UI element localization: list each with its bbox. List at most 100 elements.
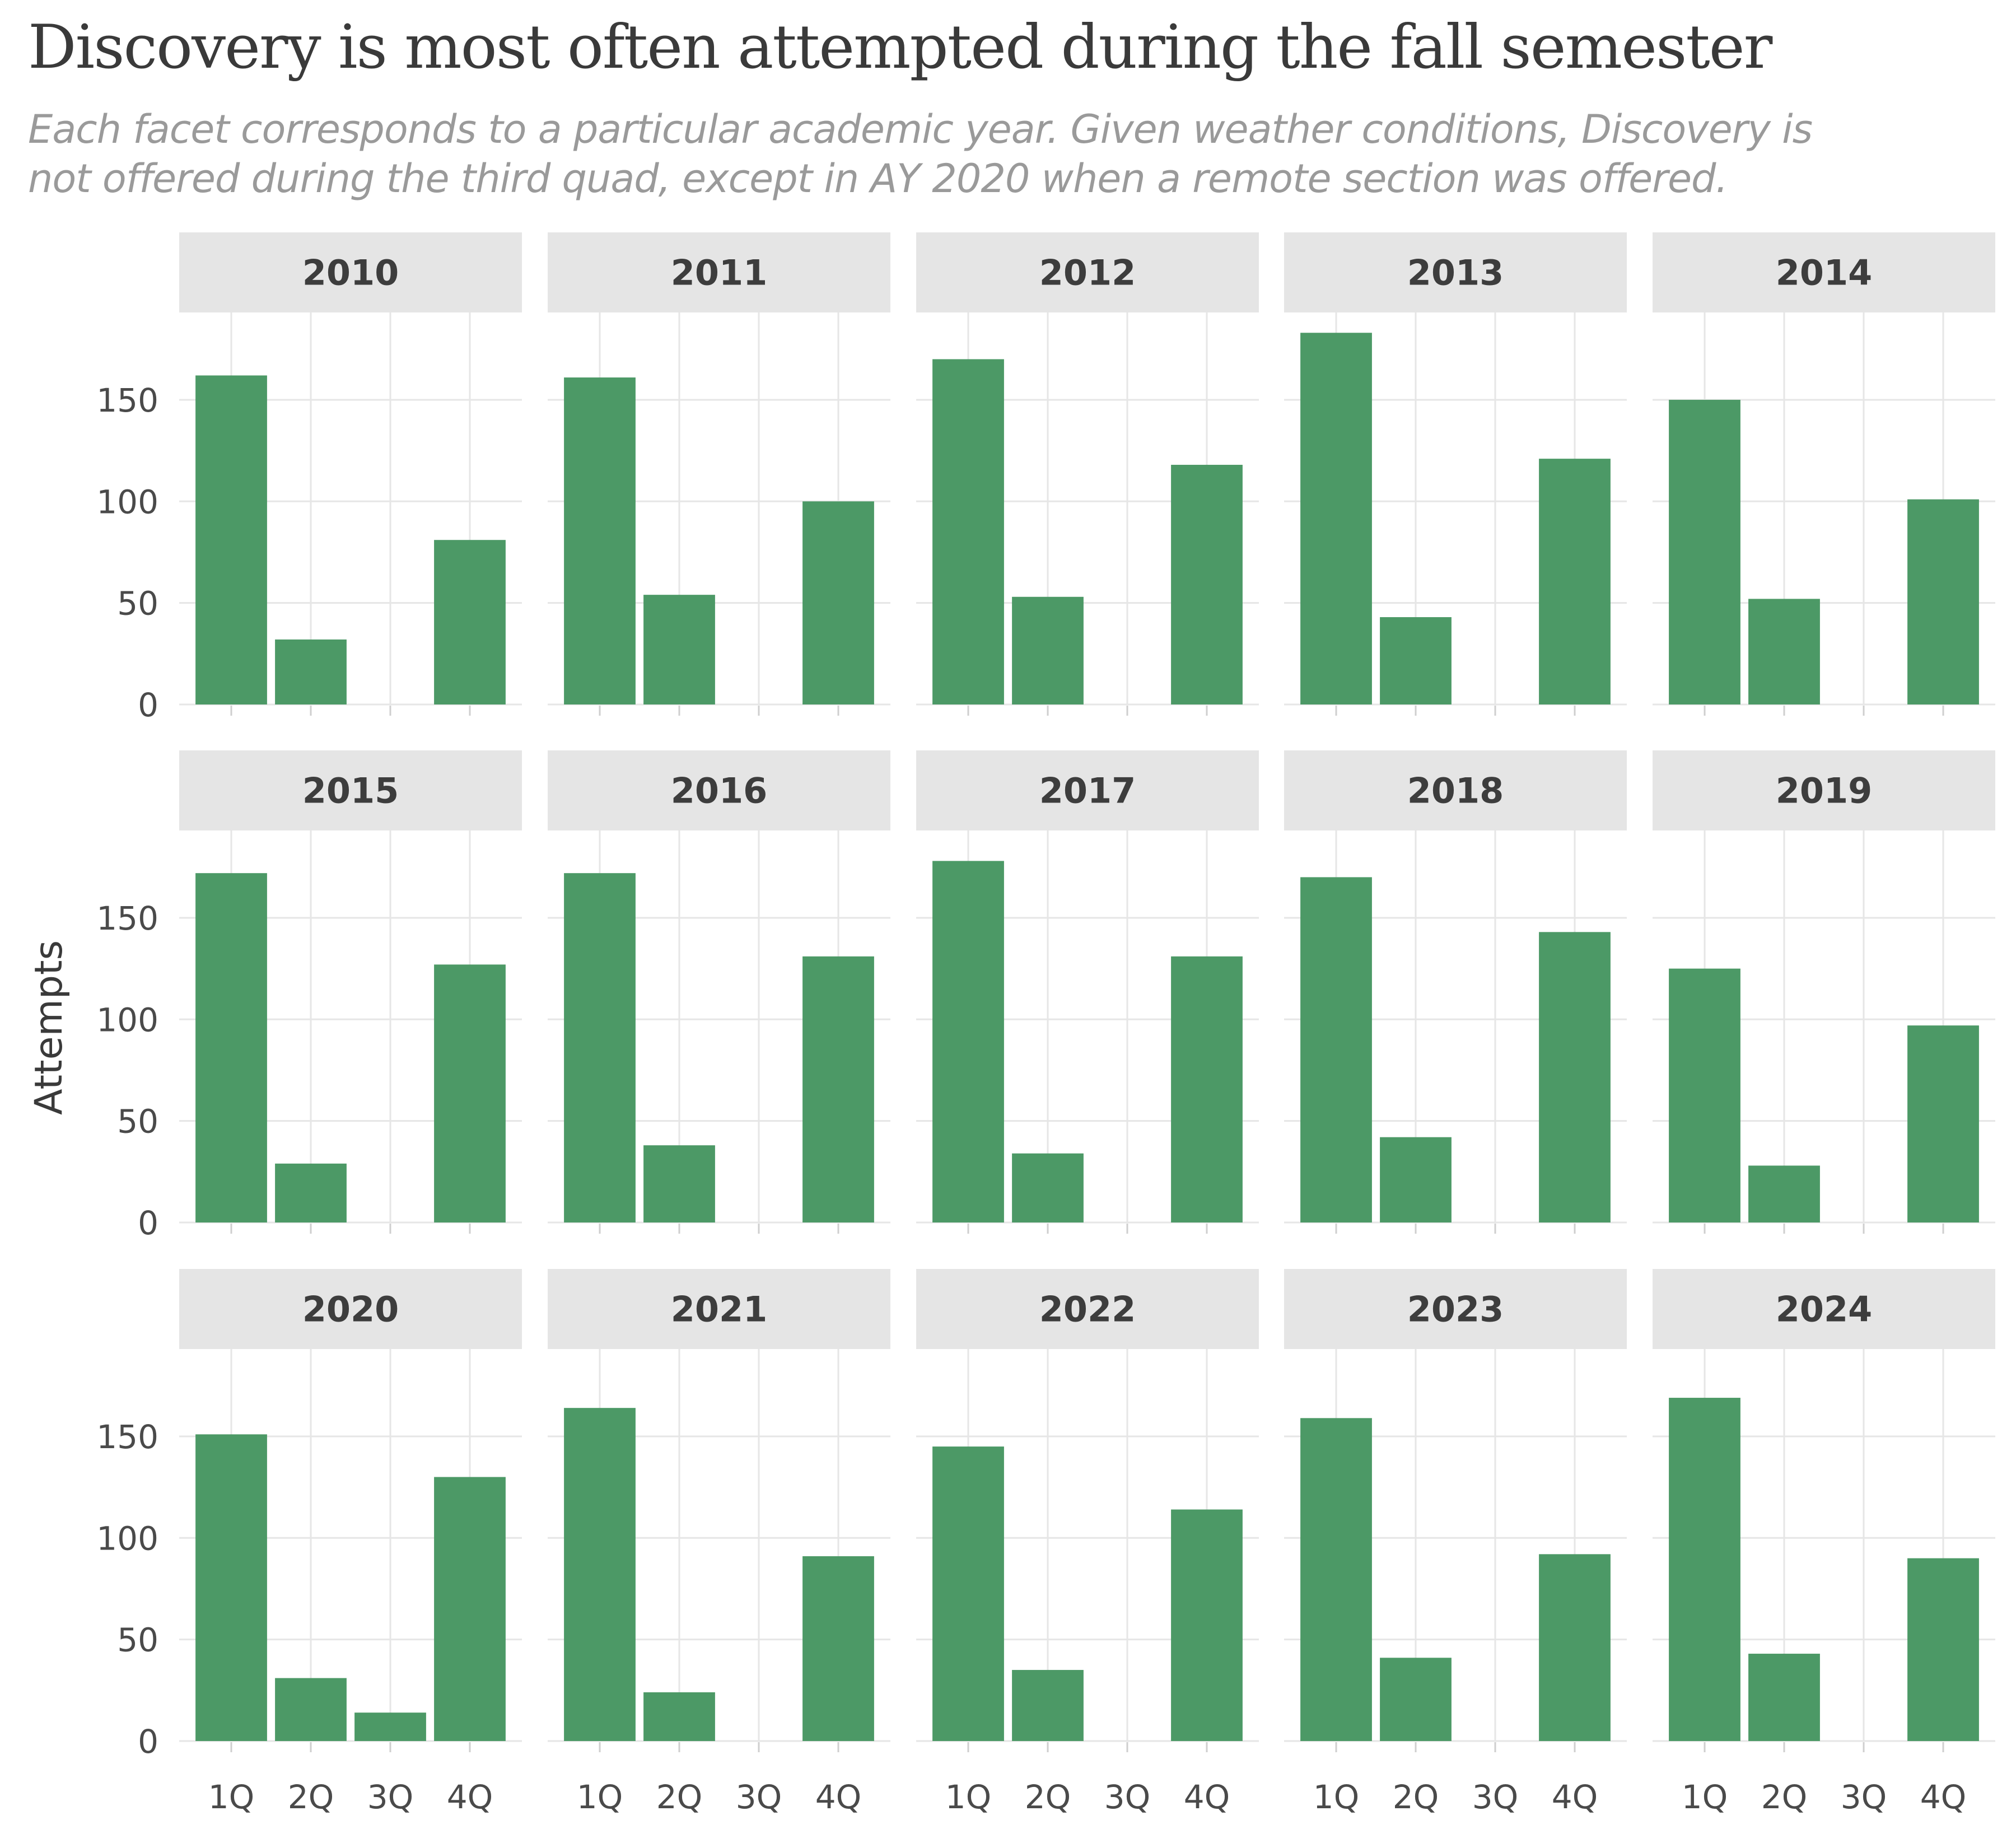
x-tick-label-1Q: 1Q bbox=[945, 1778, 992, 1816]
bar-2010-2Q bbox=[275, 639, 347, 704]
facet-strip-2010 bbox=[179, 232, 522, 312]
bar-2016-4Q bbox=[802, 956, 874, 1222]
page-title: Discovery is most often attempted during… bbox=[28, 12, 1772, 82]
x-tick-label-3Q: 3Q bbox=[1841, 1778, 1887, 1816]
bar-2017-4Q bbox=[1171, 956, 1243, 1222]
x-tick-label-3Q: 3Q bbox=[736, 1778, 782, 1816]
facet-label-2018: 2018 bbox=[1407, 771, 1504, 811]
y-tick-label-100: 100 bbox=[96, 1001, 158, 1039]
bar-2014-2Q bbox=[1748, 599, 1820, 704]
bar-2012-1Q bbox=[932, 359, 1004, 704]
facet-label-2022: 2022 bbox=[1039, 1289, 1136, 1330]
y-tick-label-50: 50 bbox=[117, 1103, 158, 1141]
facet-strip-2014 bbox=[1653, 232, 1995, 312]
facet-label-2012: 2012 bbox=[1039, 253, 1136, 293]
bar-2021-2Q bbox=[643, 1692, 715, 1741]
y-tick-label-0: 0 bbox=[138, 1723, 158, 1761]
bar-2022-1Q bbox=[932, 1446, 1004, 1741]
bar-2018-4Q bbox=[1539, 932, 1611, 1222]
bar-2017-2Q bbox=[1012, 1153, 1084, 1222]
facet-label-2013: 2013 bbox=[1407, 253, 1504, 293]
facet-label-2017: 2017 bbox=[1039, 771, 1136, 811]
bar-2019-1Q bbox=[1669, 968, 1740, 1222]
bar-2023-2Q bbox=[1380, 1658, 1452, 1741]
bar-2018-1Q bbox=[1300, 877, 1372, 1222]
facet-label-2011: 2011 bbox=[671, 253, 768, 293]
bar-2013-4Q bbox=[1539, 459, 1611, 704]
x-tick-label-3Q: 3Q bbox=[1472, 1778, 1519, 1816]
facet-strip-2015 bbox=[179, 750, 522, 830]
facet-strip-2013 bbox=[1284, 232, 1627, 312]
facet-strip-2018 bbox=[1284, 750, 1627, 830]
bar-2014-4Q bbox=[1907, 499, 1979, 704]
y-tick-label-0: 0 bbox=[138, 686, 158, 724]
y-tick-label-150: 150 bbox=[96, 1418, 158, 1456]
y-tick-label-50: 50 bbox=[117, 585, 158, 623]
bar-2016-2Q bbox=[643, 1145, 715, 1222]
x-tick-label-1Q: 1Q bbox=[1682, 1778, 1728, 1816]
bar-2013-1Q bbox=[1300, 333, 1372, 704]
bar-2011-1Q bbox=[564, 377, 636, 704]
x-tick-label-2Q: 2Q bbox=[1025, 1778, 1071, 1816]
bar-2022-4Q bbox=[1171, 1509, 1243, 1741]
y-tick-label-0: 0 bbox=[138, 1204, 158, 1242]
y-tick-label-100: 100 bbox=[96, 1519, 158, 1557]
x-tick-label-1Q: 1Q bbox=[1313, 1778, 1360, 1816]
facet-strip-2019 bbox=[1653, 750, 1995, 830]
bar-2018-2Q bbox=[1380, 1137, 1452, 1222]
facet-strip-2024 bbox=[1653, 1269, 1995, 1349]
bar-2019-2Q bbox=[1748, 1165, 1820, 1222]
facet-label-2020: 2020 bbox=[302, 1289, 399, 1330]
bar-2011-4Q bbox=[802, 501, 874, 704]
x-tick-label-4Q: 4Q bbox=[815, 1778, 862, 1816]
facet-strip-2023 bbox=[1284, 1269, 1627, 1349]
x-tick-label-4Q: 4Q bbox=[447, 1778, 493, 1816]
x-tick-label-1Q: 1Q bbox=[577, 1778, 623, 1816]
bar-2010-1Q bbox=[195, 375, 267, 704]
facet-label-2024: 2024 bbox=[1776, 1289, 1873, 1330]
bar-2023-1Q bbox=[1300, 1418, 1372, 1741]
bar-2020-4Q bbox=[434, 1477, 506, 1741]
x-tick-label-2Q: 2Q bbox=[1393, 1778, 1439, 1816]
x-tick-label-2Q: 2Q bbox=[656, 1778, 703, 1816]
bar-2017-1Q bbox=[932, 861, 1004, 1222]
facet-strip-2016 bbox=[548, 750, 890, 830]
bar-2015-1Q bbox=[195, 873, 267, 1222]
facet-strip-2017 bbox=[916, 750, 1259, 830]
bar-2012-4Q bbox=[1171, 465, 1243, 704]
bar-2016-1Q bbox=[564, 873, 636, 1222]
x-tick-label-1Q: 1Q bbox=[208, 1778, 255, 1816]
facet-strip-2021 bbox=[548, 1269, 890, 1349]
facet-label-2015: 2015 bbox=[302, 771, 399, 811]
bar-2022-2Q bbox=[1012, 1670, 1084, 1741]
bar-2020-2Q bbox=[275, 1678, 347, 1741]
bar-2024-1Q bbox=[1669, 1398, 1740, 1741]
facet-label-2023: 2023 bbox=[1407, 1289, 1504, 1330]
bar-2021-4Q bbox=[802, 1556, 874, 1741]
y-tick-label-150: 150 bbox=[96, 899, 158, 937]
facet-label-2010: 2010 bbox=[302, 253, 399, 293]
y-axis-label: Attempts bbox=[27, 940, 71, 1115]
facet-label-2014: 2014 bbox=[1776, 253, 1873, 293]
bar-2024-2Q bbox=[1748, 1654, 1820, 1741]
bar-2019-4Q bbox=[1907, 1025, 1979, 1222]
facet-label-2021: 2021 bbox=[671, 1289, 768, 1330]
x-tick-label-2Q: 2Q bbox=[1761, 1778, 1808, 1816]
facet-strip-2022 bbox=[916, 1269, 1259, 1349]
x-tick-label-4Q: 4Q bbox=[1184, 1778, 1230, 1816]
x-tick-label-4Q: 4Q bbox=[1920, 1778, 1967, 1816]
bar-2015-2Q bbox=[275, 1163, 347, 1222]
bar-2011-2Q bbox=[643, 595, 715, 704]
y-tick-label-100: 100 bbox=[96, 483, 158, 521]
bar-2020-1Q bbox=[195, 1434, 267, 1741]
x-tick-label-4Q: 4Q bbox=[1552, 1778, 1598, 1816]
bar-2020-3Q bbox=[354, 1712, 426, 1741]
y-tick-label-50: 50 bbox=[117, 1621, 158, 1659]
bar-2012-2Q bbox=[1012, 596, 1084, 704]
subtitle-line-1: Each facet corresponds to a particular a… bbox=[28, 106, 1813, 152]
facet-strip-2012 bbox=[916, 232, 1259, 312]
bar-2010-4Q bbox=[434, 540, 506, 704]
facet-strip-2020 bbox=[179, 1269, 522, 1349]
facet-strip-2011 bbox=[548, 232, 890, 312]
